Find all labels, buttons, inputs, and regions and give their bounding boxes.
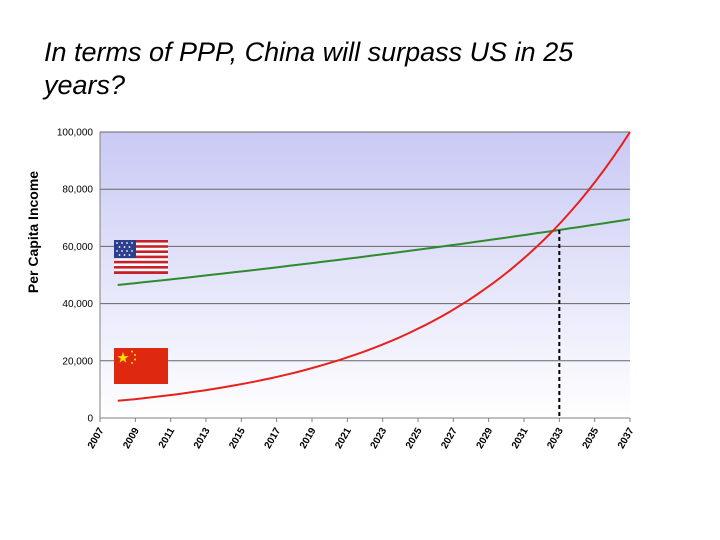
x-tick-label: 2017 xyxy=(263,426,284,451)
x-tick-label: 2009 xyxy=(121,426,142,451)
gridlines xyxy=(100,131,630,362)
x-tick-label: 2025 xyxy=(404,426,425,451)
x-tick-label: 2007 xyxy=(86,426,107,451)
y-tick-label: 20,000 xyxy=(62,356,93,367)
x-tick-label: 2021 xyxy=(333,426,354,451)
china-flag-icon xyxy=(114,348,168,384)
y-tick-label: 80,000 xyxy=(62,185,93,196)
us-income-line xyxy=(117,218,631,286)
axes xyxy=(99,132,630,419)
x-tick-label: 2015 xyxy=(227,426,248,451)
slide-title: In terms of PPP, China will surpass US i… xyxy=(44,37,574,100)
china-income-line xyxy=(117,131,631,402)
y-tick-label: 0 xyxy=(87,414,93,425)
x-tick-label: 2031 xyxy=(510,426,531,451)
x-tick-label: 2029 xyxy=(475,426,496,451)
x-tick-label: 2019 xyxy=(298,426,319,451)
x-tick-label: 2011 xyxy=(157,426,178,451)
x-tick-label: 2027 xyxy=(439,426,460,451)
y-tick-label: 100,000 xyxy=(57,128,94,139)
x-tick-label: 2033 xyxy=(545,426,566,451)
y-tick-labels: 0 20,000 40,000 60,000 80,000 100,000 xyxy=(57,128,94,425)
us-flag-icon xyxy=(114,240,168,274)
x-tick-label: 2037 xyxy=(616,426,637,451)
x-tick-label: 2035 xyxy=(581,426,602,451)
x-tick-label: 2013 xyxy=(192,426,213,451)
y-tick-label: 40,000 xyxy=(62,299,93,310)
x-tick-label: 2023 xyxy=(369,426,390,451)
series-lines xyxy=(117,131,631,402)
x-tick-labels: 2007 2009 2011 2013 2015 2017 2019 2021 2023 2025… xyxy=(86,418,637,451)
y-tick-label: 60,000 xyxy=(62,242,93,253)
plot-area xyxy=(100,132,630,418)
